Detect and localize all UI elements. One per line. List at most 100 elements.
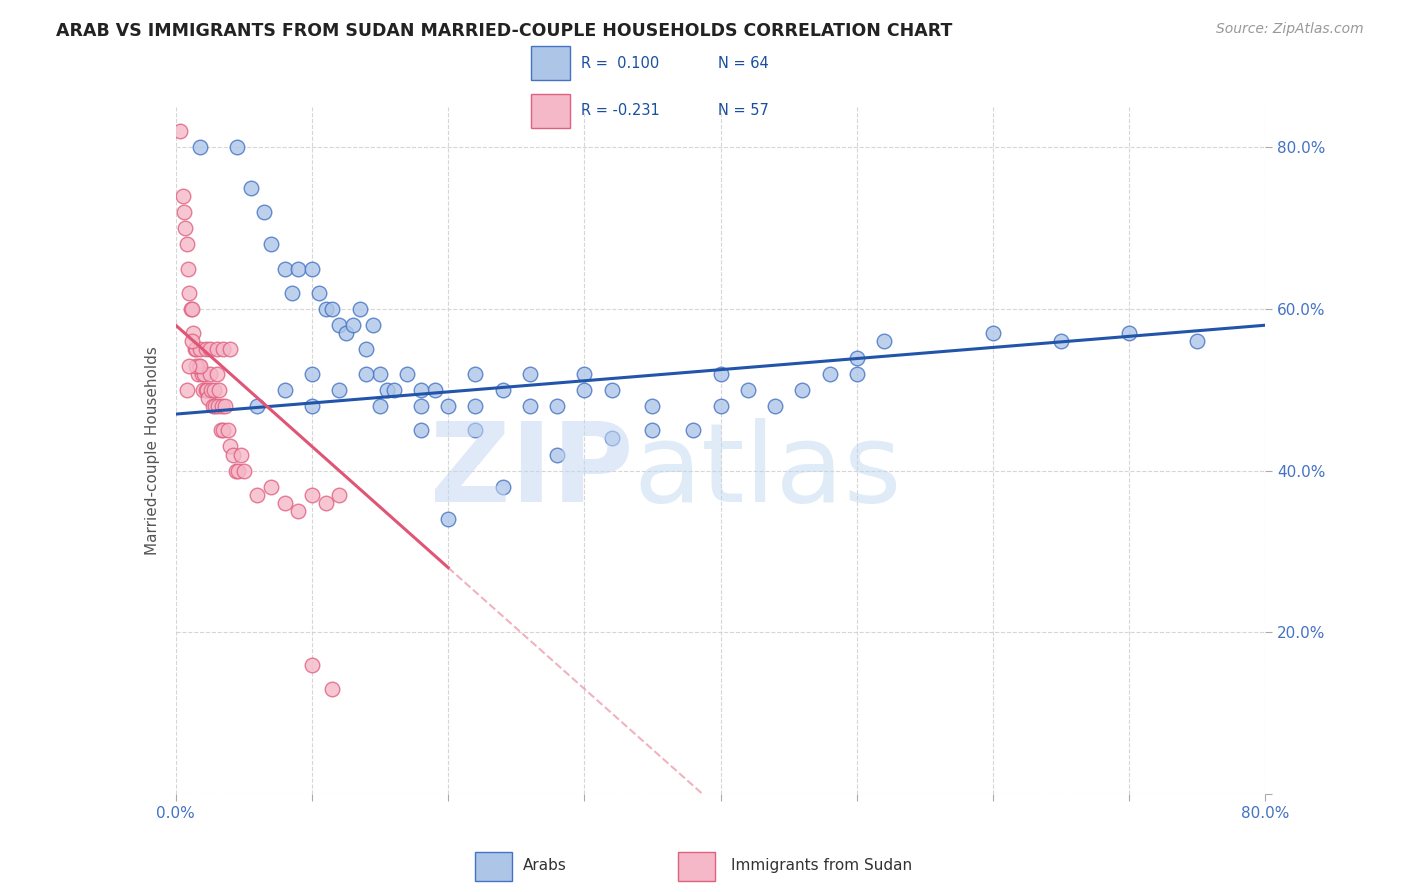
Point — [194, 383, 217, 397]
FancyBboxPatch shape — [475, 852, 512, 881]
Point — [172, 189, 194, 203]
Point — [260, 480, 283, 494]
Point — [600, 431, 623, 445]
Point — [301, 367, 323, 381]
Text: N = 64: N = 64 — [717, 56, 768, 70]
Point — [214, 399, 236, 413]
Point — [464, 367, 486, 381]
Point — [231, 448, 253, 462]
Point — [212, 343, 235, 357]
FancyBboxPatch shape — [678, 852, 716, 881]
Point — [176, 237, 198, 252]
Point — [818, 367, 841, 381]
Point — [186, 343, 208, 357]
Point — [308, 285, 330, 300]
Point — [368, 399, 391, 413]
Point — [737, 383, 759, 397]
Point — [396, 367, 419, 381]
Point — [356, 367, 378, 381]
Point — [519, 399, 541, 413]
Point — [228, 464, 250, 478]
Point — [574, 383, 596, 397]
FancyBboxPatch shape — [531, 46, 569, 79]
Point — [173, 205, 195, 219]
Point — [287, 504, 309, 518]
Point — [1187, 334, 1209, 349]
Point — [188, 140, 211, 154]
Point — [198, 367, 221, 381]
Point — [190, 367, 212, 381]
Point — [546, 399, 568, 413]
Point — [180, 301, 202, 316]
Text: N = 57: N = 57 — [717, 103, 769, 118]
Point — [315, 496, 337, 510]
Point — [710, 367, 733, 381]
Point — [492, 480, 515, 494]
Point — [205, 343, 228, 357]
Point — [356, 343, 378, 357]
Point — [188, 343, 211, 357]
Point — [217, 423, 239, 437]
Point — [188, 359, 211, 373]
Point — [198, 343, 221, 357]
Text: ARAB VS IMMIGRANTS FROM SUDAN MARRIED-COUPLE HOUSEHOLDS CORRELATION CHART: ARAB VS IMMIGRANTS FROM SUDAN MARRIED-CO… — [56, 22, 953, 40]
Point — [186, 359, 208, 373]
Point — [315, 301, 337, 316]
Point — [464, 399, 486, 413]
Point — [187, 359, 209, 373]
Point — [174, 221, 197, 235]
Point — [492, 383, 515, 397]
Text: Arabs: Arabs — [523, 858, 567, 872]
Point — [845, 351, 868, 365]
Point — [546, 448, 568, 462]
Point — [301, 261, 323, 276]
Point — [600, 383, 623, 397]
Point — [301, 488, 323, 502]
Point — [201, 399, 224, 413]
Point — [211, 399, 233, 413]
Point — [873, 334, 896, 349]
Point — [195, 383, 218, 397]
Point — [710, 399, 733, 413]
Point — [219, 343, 242, 357]
Point — [260, 237, 283, 252]
Point — [375, 383, 398, 397]
Point — [335, 326, 357, 341]
Point — [437, 512, 460, 526]
Point — [253, 205, 276, 219]
Point — [207, 399, 229, 413]
Point — [328, 488, 350, 502]
Text: atlas: atlas — [633, 417, 901, 524]
Text: ZIP: ZIP — [430, 417, 633, 524]
Point — [197, 391, 219, 405]
Point — [574, 367, 596, 381]
Point — [181, 301, 204, 316]
Point — [169, 124, 191, 138]
Point — [246, 399, 269, 413]
FancyBboxPatch shape — [531, 95, 569, 128]
Point — [349, 301, 371, 316]
Point — [186, 367, 209, 381]
Point — [209, 423, 232, 437]
Point — [342, 318, 364, 333]
Point — [792, 383, 814, 397]
Point — [409, 383, 432, 397]
Point — [204, 399, 226, 413]
Point — [641, 423, 664, 437]
Point — [205, 367, 228, 381]
Point — [682, 423, 704, 437]
Point — [219, 439, 242, 453]
Point — [208, 383, 231, 397]
Point — [246, 488, 269, 502]
Point — [1118, 326, 1140, 341]
Point — [361, 318, 384, 333]
Point — [239, 181, 262, 195]
Point — [179, 359, 201, 373]
Point — [184, 343, 207, 357]
Point — [464, 423, 486, 437]
Point — [191, 383, 214, 397]
Point — [519, 367, 541, 381]
Point — [181, 334, 204, 349]
Point — [981, 326, 1004, 341]
Point — [226, 140, 249, 154]
